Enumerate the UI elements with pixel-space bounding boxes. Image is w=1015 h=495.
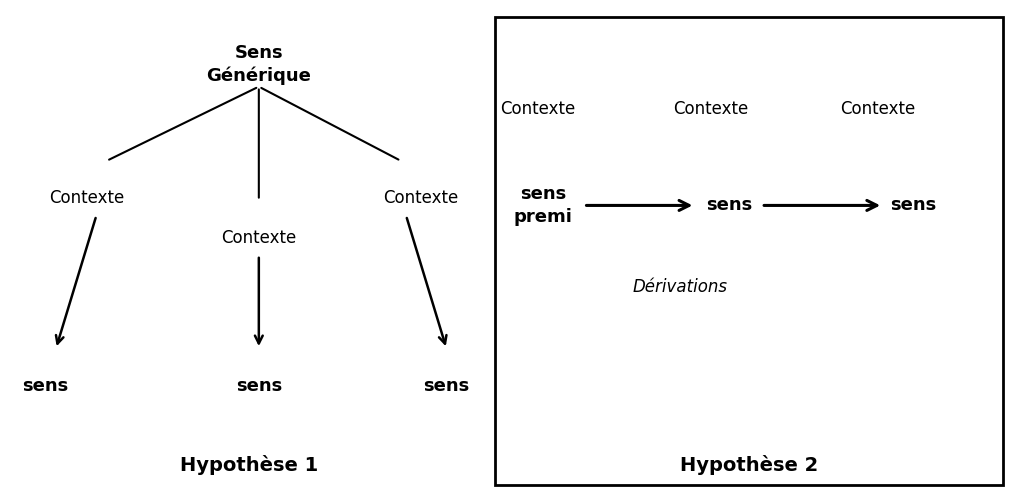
Text: Contexte: Contexte — [49, 189, 124, 207]
Text: Contexte: Contexte — [500, 100, 576, 118]
Text: Hypothèse 1: Hypothèse 1 — [180, 455, 318, 475]
Text: sens: sens — [22, 377, 69, 395]
Text: Sens
Générique: Sens Générique — [206, 44, 312, 85]
Bar — [495, 17, 1003, 485]
Text: sens
premi: sens premi — [514, 185, 572, 226]
Text: Contexte: Contexte — [840, 100, 916, 118]
Text: sens: sens — [423, 377, 470, 395]
Text: Dérivations: Dérivations — [632, 278, 728, 296]
Text: Contexte: Contexte — [221, 229, 296, 247]
Text: Hypothèse 2: Hypothèse 2 — [680, 455, 818, 475]
Text: sens: sens — [705, 197, 752, 214]
Text: sens: sens — [235, 377, 282, 395]
Text: Contexte: Contexte — [384, 189, 459, 207]
Text: sens: sens — [890, 197, 937, 214]
Text: Contexte: Contexte — [673, 100, 748, 118]
